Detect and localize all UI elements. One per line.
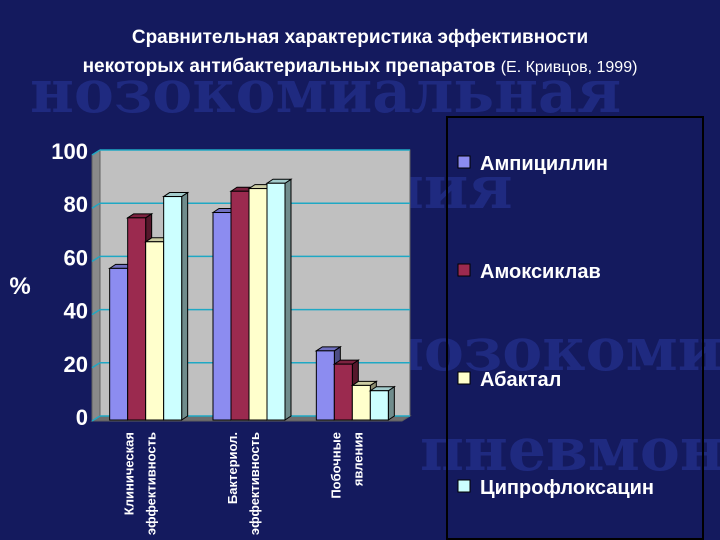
background-word: нозокомиальная	[380, 315, 720, 385]
legend-label: Ампициллин	[480, 153, 608, 175]
x-category-label: явления	[350, 432, 365, 486]
title-text-2: некоторых антибактериальных препаратов	[82, 56, 496, 77]
x-category-label: Бактериол.	[225, 432, 240, 504]
bars	[108, 178, 396, 421]
bar-front	[163, 196, 183, 421]
y-tick-label: 100	[51, 139, 88, 164]
bar-front	[109, 267, 129, 421]
chart-title-line-2: некоторых антибактериальных препаратов (…	[0, 56, 720, 78]
bar-Ципрофлоксацин	[162, 191, 190, 421]
legend-label: Абактал	[480, 369, 561, 391]
legend-label: Амоксиклав	[480, 261, 601, 283]
gridline-side	[91, 415, 101, 422]
y-axis-label: %	[9, 273, 30, 300]
background-word: пневмония	[420, 415, 720, 485]
gridline-side	[91, 362, 101, 369]
bar-front	[351, 384, 371, 421]
axis-labels: 0 20 40 60 80 100% Клиническая эффективность Бак…	[9, 139, 365, 535]
legend-swatch	[457, 371, 471, 385]
bar-Ципрофлоксацин	[265, 178, 293, 421]
bar-front	[369, 390, 389, 421]
background-word: нозокомиальная	[30, 57, 621, 127]
x-category-label: Клиническая	[122, 432, 137, 515]
bar-side	[181, 191, 189, 421]
bar-front	[333, 363, 353, 421]
gridline-side	[91, 255, 101, 263]
legend-label: Ципрофлоксацин	[480, 477, 654, 499]
plot-side-wall	[91, 149, 101, 422]
gridline-side	[91, 149, 101, 156]
bar-front	[212, 212, 232, 421]
x-category-label: Побочные	[328, 432, 343, 499]
bar-front	[127, 217, 147, 421]
legend: Ампициллин Амоксиклав Абактал Ципрофлоксаци…	[457, 153, 654, 499]
bar-side	[284, 178, 292, 421]
legend-border	[446, 116, 704, 540]
bar-side	[387, 385, 395, 421]
y-tick-label: 20	[64, 352, 88, 377]
bar-front	[230, 190, 250, 421]
gridline-side	[91, 308, 101, 316]
y-tick-label: 60	[64, 245, 88, 270]
legend-swatch	[457, 479, 471, 493]
bar-front	[145, 241, 165, 421]
y-tick-label: 0	[76, 405, 88, 430]
bar-front	[315, 350, 335, 421]
chart-title-line-1: Сравнительная характеристика эффективнос…	[0, 27, 720, 49]
bar-Ципрофлоксацин	[368, 385, 396, 421]
legend-swatch	[457, 155, 471, 169]
legend-swatch	[457, 263, 471, 277]
gridline-side	[91, 202, 101, 209]
y-tick-label: 80	[64, 192, 88, 217]
bar-front	[248, 188, 268, 421]
x-category-label: эффективность	[247, 432, 262, 535]
title-citation: (Е. Кривцов, 1999)	[500, 59, 638, 76]
bar-front	[266, 182, 286, 421]
title-text-1: Сравнительная характеристика эффективнос…	[131, 27, 589, 48]
y-tick-label: 40	[64, 299, 88, 324]
x-category-label: эффективность	[144, 432, 159, 535]
